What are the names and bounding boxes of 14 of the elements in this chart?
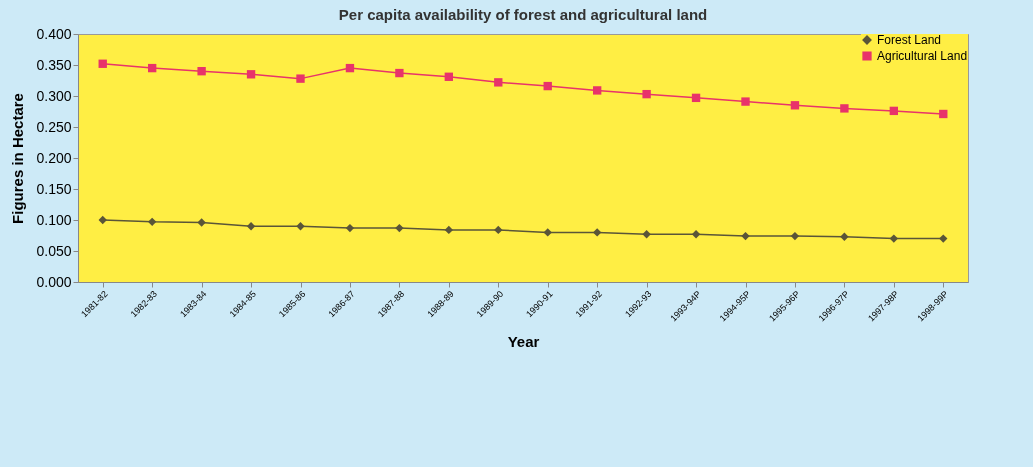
- y-tick-label: 0.250: [36, 118, 72, 135]
- x-axis-title: Year: [507, 333, 540, 351]
- y-tick-label: 0.350: [36, 56, 72, 73]
- y-tick-label: 0.000: [36, 273, 72, 290]
- y-tick-label: 0.150: [36, 180, 72, 197]
- chart-title: Per capita availability of forest and agricultural land: [338, 6, 708, 23]
- y-tick-label: 0.100: [36, 211, 72, 228]
- y-tick-label: 0.400: [36, 25, 72, 42]
- y-tick-label: 0.200: [36, 149, 72, 166]
- y-tick-label: 0.300: [36, 87, 72, 104]
- legend-label: Forest Land: [877, 33, 942, 47]
- y-axis-title: Figures in Hectare: [9, 93, 27, 224]
- legend-label: Agricultural Land: [877, 49, 968, 63]
- y-tick-label: 0.050: [36, 242, 72, 259]
